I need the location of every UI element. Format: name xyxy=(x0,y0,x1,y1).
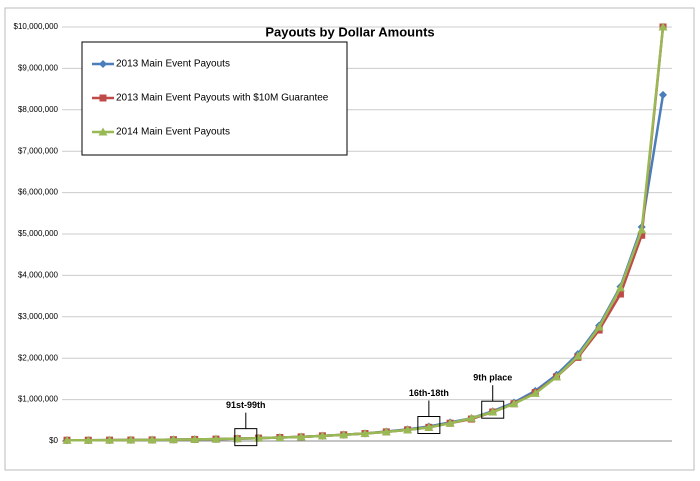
marker xyxy=(62,435,72,444)
y-tick-label: $4,000,000 xyxy=(18,271,59,280)
y-tick-label: $1,000,000 xyxy=(18,395,59,404)
legend: 2013 Main Event Payouts 2013 Main Event P… xyxy=(81,41,348,156)
marker xyxy=(105,435,115,444)
chart-title: Payouts by Dollar Amounts xyxy=(265,24,434,39)
marker xyxy=(424,422,434,431)
marker xyxy=(445,418,455,427)
y-tick-label: $6,000,000 xyxy=(18,188,59,197)
annotation-label: 16th-18th xyxy=(409,388,449,398)
legend-marker xyxy=(99,94,107,102)
marker xyxy=(616,290,624,298)
marker xyxy=(509,399,519,408)
marker xyxy=(488,407,498,416)
marker xyxy=(594,322,604,331)
marker xyxy=(168,435,178,444)
marker xyxy=(360,429,370,438)
marker xyxy=(466,413,476,422)
y-tick-label: $7,000,000 xyxy=(18,146,59,155)
y-tick-label: $2,000,000 xyxy=(18,353,59,362)
y-tick-label: $10,000,000 xyxy=(14,22,59,31)
marker xyxy=(83,435,93,444)
marker xyxy=(530,388,540,397)
marker xyxy=(296,432,306,441)
legend-label: 2014 Main Event Payouts xyxy=(116,127,230,138)
y-tick-label: $8,000,000 xyxy=(18,105,59,114)
marker xyxy=(403,425,413,434)
marker xyxy=(381,427,391,436)
legend-box xyxy=(81,41,348,156)
marker xyxy=(190,434,200,443)
marker xyxy=(126,435,136,444)
marker xyxy=(552,372,562,381)
marker xyxy=(658,22,668,31)
legend-marker xyxy=(98,127,108,136)
marker xyxy=(317,431,327,440)
legend-label: 2013 Main Event Payouts with $10M Guaran… xyxy=(116,93,329,104)
annotation-label: 91st-99th xyxy=(226,400,266,410)
legend-label: 2013 Main Event Payouts xyxy=(116,59,230,70)
legend-marker xyxy=(99,60,107,68)
marker xyxy=(275,432,285,441)
y-tick-label: $5,000,000 xyxy=(18,229,59,238)
annotation-label: 9th place xyxy=(473,373,512,383)
marker xyxy=(211,434,221,443)
marker xyxy=(659,90,667,99)
marker xyxy=(339,430,349,439)
marker xyxy=(573,351,583,360)
marker xyxy=(615,283,625,292)
y-tick-label: $0 xyxy=(49,436,58,445)
marker xyxy=(147,435,157,444)
chart-frame xyxy=(4,7,695,471)
marker xyxy=(637,225,647,234)
y-tick-label: $3,000,000 xyxy=(18,312,59,321)
marker xyxy=(638,231,646,239)
y-tick-label: $9,000,000 xyxy=(18,64,59,73)
